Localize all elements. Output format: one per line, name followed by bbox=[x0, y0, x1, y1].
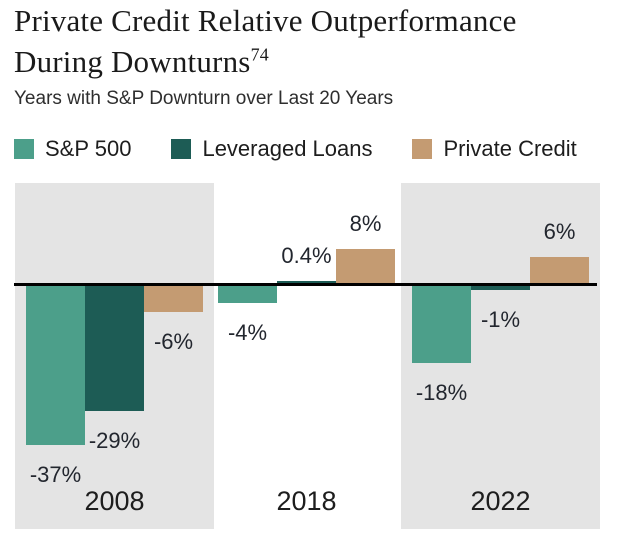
category-label-2022: 2022 bbox=[470, 486, 531, 516]
legend-item-leveraged-loans: Leveraged Loans bbox=[171, 136, 372, 162]
legend: S&P 500 Leveraged Loans Private Credit bbox=[14, 136, 577, 162]
value-label-2018-s-p-500: -4% bbox=[227, 320, 268, 345]
value-label-2008-private-credit: -6% bbox=[153, 329, 194, 354]
bar-2008-private-credit bbox=[144, 286, 203, 312]
legend-label-leveraged-loans: Leveraged Loans bbox=[202, 136, 373, 161]
bar-2018-private-credit bbox=[336, 249, 395, 283]
chart-title: Private Credit Relative Outperformance Du… bbox=[14, 0, 517, 82]
bar-2008-s-p-500 bbox=[26, 286, 85, 445]
value-label-2008-leveraged-loans: -29% bbox=[88, 428, 141, 453]
bar-2018-s-p-500 bbox=[218, 286, 277, 303]
title-line-1: Private Credit Relative Outperformance bbox=[14, 3, 517, 38]
category-label-2008: 2008 bbox=[84, 486, 145, 516]
chart-subtitle: Years with S&P Downturn over Last 20 Yea… bbox=[14, 88, 394, 109]
bar-2018-leveraged-loans bbox=[277, 281, 336, 283]
title-line-2: During Downturns bbox=[14, 44, 251, 79]
value-label-2018-leveraged-loans: 0.4% bbox=[281, 243, 332, 268]
bar-2022-private-credit bbox=[530, 257, 589, 283]
value-label-2022-s-p-500: -18% bbox=[415, 380, 468, 405]
value-label-2008-s-p-500: -37% bbox=[29, 462, 82, 487]
legend-label-s-p-500: S&P 500 bbox=[45, 136, 132, 161]
bar-2022-leveraged-loans bbox=[471, 286, 530, 290]
bar-2022-s-p-500 bbox=[412, 286, 471, 363]
bar-2008-leveraged-loans bbox=[85, 286, 144, 411]
value-label-2022-leveraged-loans: -1% bbox=[480, 307, 521, 332]
legend-swatch-private-credit bbox=[412, 139, 433, 159]
legend-label-private-credit: Private Credit bbox=[443, 136, 577, 161]
value-label-2018-private-credit: 8% bbox=[349, 211, 382, 236]
legend-item-s-p-500: S&P 500 bbox=[14, 136, 131, 162]
footnote-marker: 74 bbox=[250, 44, 269, 65]
legend-item-private-credit: Private Credit bbox=[412, 136, 577, 162]
category-label-2018: 2018 bbox=[276, 486, 337, 516]
legend-swatch-leveraged-loans bbox=[171, 139, 192, 159]
legend-swatch-s-p-500 bbox=[14, 139, 34, 159]
zero-axis-line bbox=[14, 283, 597, 286]
value-label-2022-private-credit: 6% bbox=[543, 219, 576, 244]
